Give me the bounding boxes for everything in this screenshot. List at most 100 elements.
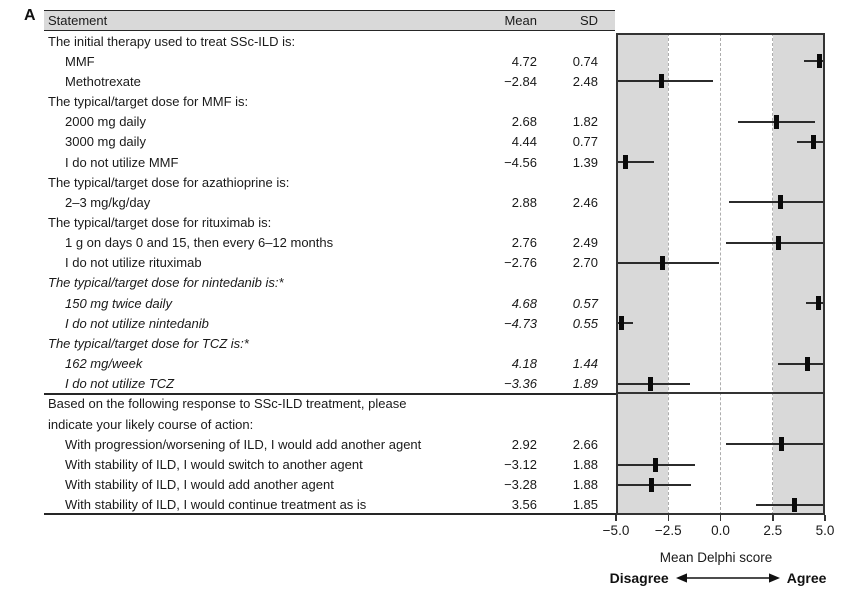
table-row-group: Based on the following response to SSc-I… bbox=[44, 394, 615, 414]
mean-cell: 2.88 bbox=[511, 194, 537, 210]
sd-cell: 1.89 bbox=[572, 376, 598, 392]
table-row-group: The typical/target dose for rituximab is… bbox=[44, 212, 615, 232]
statement-cell: The typical/target dose for azathioprine… bbox=[48, 174, 290, 190]
panel-label: A bbox=[24, 7, 36, 24]
sd-cell: 2.46 bbox=[572, 194, 598, 210]
mean-tick bbox=[619, 316, 625, 331]
table-row-group: The typical/target dose for azathioprine… bbox=[44, 172, 615, 192]
direction-legend: Disagree Agree bbox=[602, 568, 834, 588]
error-bar-whisker bbox=[806, 302, 825, 305]
axis-tick-label: 2.5 bbox=[763, 523, 783, 538]
sd-cell: 0.57 bbox=[572, 295, 598, 311]
mean-cell: 4.68 bbox=[511, 295, 537, 311]
axis-tick-mark bbox=[667, 515, 669, 521]
table-row: 3000 mg daily 4.44 0.77 bbox=[44, 132, 615, 152]
error-bar-whisker bbox=[725, 443, 825, 446]
mean-tick bbox=[815, 296, 821, 311]
mean-tick bbox=[779, 437, 785, 452]
mean-cell: 2.68 bbox=[511, 114, 537, 130]
table-row: With progression/worsening of ILD, I wou… bbox=[44, 434, 615, 454]
statement-cell: The initial therapy used to treat SSc-IL… bbox=[48, 33, 296, 49]
error-bar-whisker bbox=[803, 60, 825, 63]
statement-cell: 2–3 mg/kg/day bbox=[65, 194, 151, 210]
statement-cell: I do not utilize TCZ bbox=[65, 376, 175, 392]
consensus-shaded-band bbox=[616, 33, 669, 515]
mean-cell: 4.44 bbox=[511, 134, 537, 150]
statement-cell: I do not utilize rituximab bbox=[65, 255, 202, 271]
table-row: 162 mg/week 4.18 1.44 bbox=[44, 354, 615, 374]
table-row: Methotrexate −2.84 2.48 bbox=[44, 71, 615, 91]
error-bar-whisker bbox=[729, 201, 825, 204]
table-row: 2–3 mg/kg/day 2.88 2.46 bbox=[44, 192, 615, 212]
table-header: Statement Mean SD bbox=[44, 10, 615, 31]
mean-tick bbox=[792, 497, 798, 512]
sd-cell: 1.88 bbox=[572, 456, 598, 472]
statement-cell: MMF bbox=[65, 53, 95, 69]
table-row: 150 mg twice daily 4.68 0.57 bbox=[44, 293, 615, 313]
table-row-group: The typical/target dose for nintedanib i… bbox=[44, 273, 615, 293]
x-axis-title: Mean Delphi score bbox=[659, 550, 773, 565]
sd-cell: 1.88 bbox=[572, 477, 598, 493]
sd-cell: 2.48 bbox=[572, 73, 598, 89]
axis-tick-label: 5.0 bbox=[815, 523, 835, 538]
statement-cell: With stability of ILD, I would switch to… bbox=[65, 456, 363, 472]
statement-cell: The typical/target dose for MMF is: bbox=[48, 94, 249, 110]
sd-cell: 2.70 bbox=[572, 255, 598, 271]
dashed-gridline bbox=[719, 33, 721, 515]
mean-cell: 2.92 bbox=[511, 436, 537, 452]
statement-cell: Based on the following response to SSc-I… bbox=[48, 396, 407, 412]
table-bottom-rule bbox=[44, 513, 616, 515]
table-body: The initial therapy used to treat SSc-IL… bbox=[44, 31, 615, 515]
axis-tick-mark bbox=[824, 515, 826, 521]
mean-tick bbox=[805, 356, 811, 371]
axis-tick-label: 0.0 bbox=[711, 523, 730, 538]
statement-cell: With stability of ILD, I would continue … bbox=[65, 497, 367, 513]
table-row: 2000 mg daily 2.68 1.82 bbox=[44, 112, 615, 132]
mean-cell: −4.56 bbox=[504, 154, 537, 170]
mean-tick bbox=[658, 74, 664, 89]
mean-cell: −2.84 bbox=[504, 73, 537, 89]
axis-tick-mark bbox=[615, 515, 617, 521]
mean-cell: −3.28 bbox=[504, 477, 537, 493]
col-header-sd: SD bbox=[579, 13, 598, 28]
sd-cell: 2.66 bbox=[572, 436, 598, 452]
statement-cell: 3000 mg daily bbox=[65, 134, 146, 150]
table-row-group: The initial therapy used to treat SSc-IL… bbox=[44, 31, 615, 51]
statement-cell: With progression/worsening of ILD, I wou… bbox=[65, 436, 422, 452]
statement-cell: indicate your likely course of action: bbox=[48, 416, 254, 432]
section-separator-rule bbox=[44, 393, 616, 395]
disagree-label: Disagree bbox=[609, 570, 669, 586]
error-bar-whisker bbox=[726, 241, 825, 244]
mean-tick bbox=[774, 114, 779, 129]
statement-cell: Methotrexate bbox=[65, 73, 141, 89]
sd-cell: 1.39 bbox=[572, 154, 598, 170]
forest-plot bbox=[616, 33, 825, 515]
statement-cell: The typical/target dose for nintedanib i… bbox=[48, 275, 284, 291]
table-row: I do not utilize nintedanib −4.73 0.55 bbox=[44, 313, 615, 333]
mean-cell: −3.36 bbox=[504, 376, 537, 392]
statement-cell: 150 mg twice daily bbox=[65, 295, 172, 311]
sd-cell: 0.74 bbox=[572, 53, 598, 69]
mean-tick bbox=[775, 235, 781, 250]
col-header-statement: Statement bbox=[48, 13, 108, 28]
double-arrow-icon bbox=[675, 573, 780, 583]
mean-tick bbox=[816, 54, 822, 69]
table-row: MMF 4.72 0.74 bbox=[44, 51, 615, 71]
sd-cell: 0.55 bbox=[572, 315, 598, 331]
dashed-gridline bbox=[667, 33, 669, 515]
mean-cell: 2.76 bbox=[511, 235, 537, 251]
error-bar-whisker bbox=[616, 322, 634, 325]
error-bar-whisker bbox=[777, 362, 825, 365]
consensus-shaded-band bbox=[772, 33, 825, 515]
error-bar-whisker bbox=[616, 261, 720, 264]
table-row: With stability of ILD, I would add anoth… bbox=[44, 474, 615, 494]
agree-label: Agree bbox=[786, 570, 827, 586]
axis-tick-label: −2.5 bbox=[654, 523, 682, 538]
sd-cell: 1.44 bbox=[572, 356, 598, 372]
mean-tick bbox=[647, 376, 653, 391]
error-bar-whisker bbox=[616, 80, 713, 83]
statement-cell: The typical/target dose for rituximab is… bbox=[48, 214, 272, 230]
statement-cell: 1 g on days 0 and 15, then every 6–12 mo… bbox=[65, 235, 334, 251]
mean-tick bbox=[649, 477, 655, 492]
mean-cell: 4.18 bbox=[511, 356, 537, 372]
